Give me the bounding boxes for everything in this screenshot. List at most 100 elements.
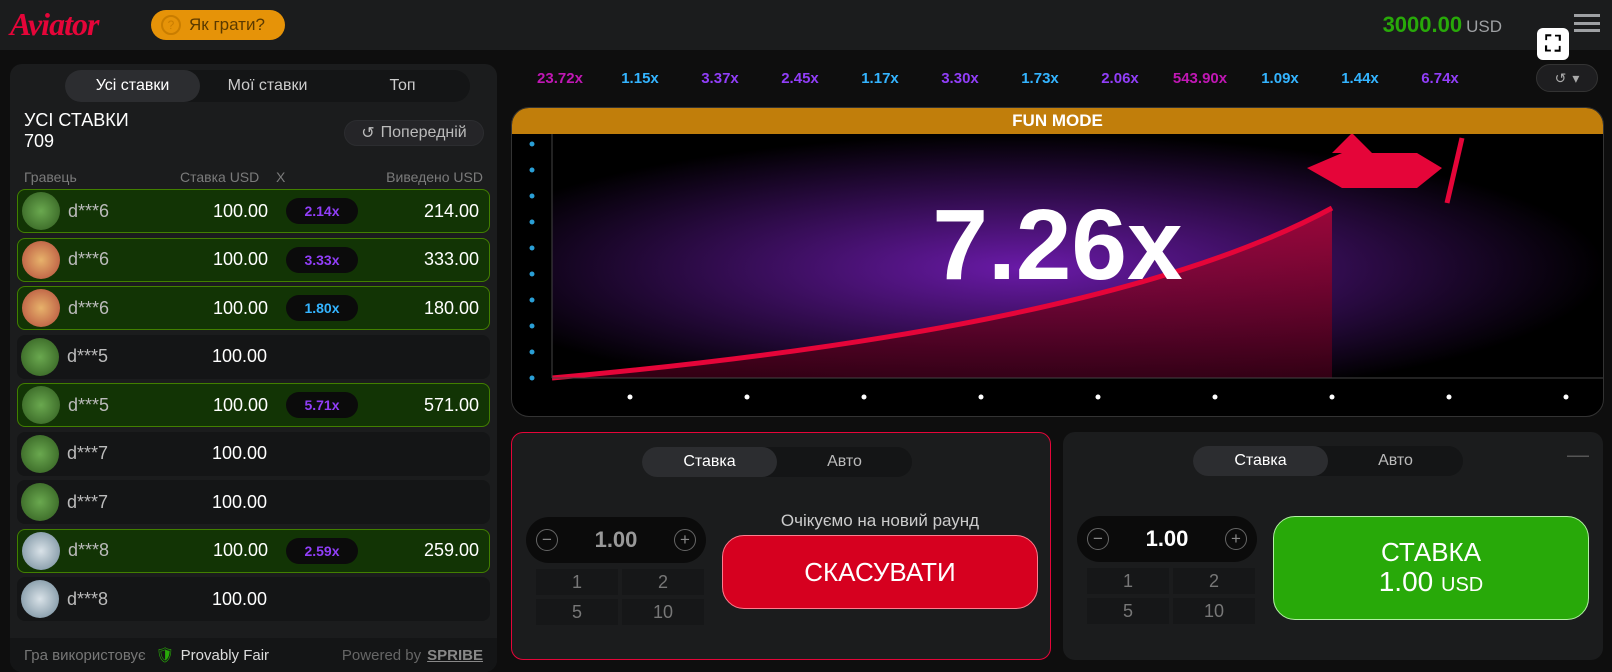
history-multiplier[interactable]: 23.72x: [537, 69, 583, 87]
plus-icon[interactable]: +: [1224, 528, 1247, 550]
table-row: d***6 100.00 3.33x 333.00: [17, 237, 490, 282]
game-canvas: FUN MODE 7.26x: [511, 107, 1604, 417]
x-axis-dot: [1329, 394, 1335, 400]
col-cashout: Виведено USD: [386, 169, 483, 185]
history-multiplier[interactable]: 1.17x: [861, 69, 899, 87]
bet-button-currency: USD: [1441, 573, 1484, 596]
quick-amount[interactable]: 10: [622, 599, 704, 625]
history-multiplier[interactable]: 6.74x: [1421, 69, 1459, 87]
fun-mode-banner: FUN MODE: [512, 108, 1603, 134]
cashout-multiplier: 2.14x: [286, 198, 358, 224]
cashout-multiplier: 1.80x: [286, 295, 358, 321]
tab-all-bets[interactable]: Усі ставки: [65, 70, 200, 102]
quick-amount[interactable]: 2: [1173, 568, 1255, 594]
footer: Гра використовує 🛡 Provably Fair Powered…: [10, 638, 497, 672]
remove-panel-icon[interactable]: —: [1567, 442, 1589, 467]
quick-amounts: 1 2 5 10: [536, 569, 704, 625]
provably-fair-link[interactable]: Provably Fair: [180, 646, 270, 664]
cashout-multiplier: 5.71x: [286, 392, 358, 418]
history-multiplier[interactable]: 1.44x: [1341, 69, 1379, 87]
tab-auto[interactable]: Авто: [827, 453, 862, 470]
y-axis-dot: [529, 271, 535, 277]
bet-amount[interactable]: 1.00: [594, 527, 638, 552]
y-axis-dot: [529, 219, 535, 225]
cancel-button[interactable]: СКАСУВАТИ: [722, 535, 1038, 609]
quick-amount[interactable]: 1: [1087, 568, 1169, 594]
table-row: d***8 100.00 2.59x 259.00: [17, 528, 490, 573]
balance-amount: 3000.00: [1382, 12, 1463, 37]
quick-amount[interactable]: 5: [536, 599, 618, 625]
bet-amount-stepper[interactable]: − 1.00 +: [1077, 516, 1257, 562]
col-bet: Ставка USD: [180, 169, 260, 185]
previous-round-button[interactable]: ↺ Попередній: [344, 120, 484, 146]
avatar: [21, 580, 59, 618]
history-multiplier[interactable]: 2.06x: [1101, 69, 1139, 87]
shield-icon: 🛡: [155, 647, 175, 664]
history-multiplier[interactable]: 1.09x: [1261, 69, 1299, 87]
menu-icon[interactable]: [1574, 14, 1600, 32]
history-multiplier[interactable]: 1.15x: [621, 69, 659, 87]
avatar: [22, 192, 60, 230]
cashout-multiplier: 2.59x: [286, 537, 358, 564]
quick-amounts: 1 2 5 10: [1087, 568, 1255, 624]
previous-label: Попередній: [380, 124, 467, 141]
cashout-amount: 180.00: [423, 297, 479, 318]
tab-auto[interactable]: Авто: [1378, 452, 1413, 469]
bet-amount[interactable]: 1.00: [1145, 526, 1189, 551]
bet-amount: 100.00: [212, 394, 268, 415]
y-axis-dot: [529, 349, 535, 355]
player-name: d***5: [68, 394, 110, 415]
bets-panel: Усі ставки Мої ставки Топ УСІ СТАВКИ 709 …: [10, 64, 497, 672]
minus-icon[interactable]: −: [1087, 528, 1109, 550]
tab-top[interactable]: Топ: [389, 77, 416, 94]
x-axis-dot: [744, 394, 750, 400]
bet-amount-stepper[interactable]: − 1.00 +: [526, 517, 706, 563]
avatar: [22, 240, 60, 279]
player-name: d***6: [68, 249, 110, 269]
y-axis-dot: [529, 193, 535, 199]
history-multiplier[interactable]: 3.37x: [701, 69, 739, 87]
cashout-amount: 571.00: [423, 394, 479, 415]
cashout-amount: 214.00: [423, 200, 479, 221]
quick-amount[interactable]: 2: [622, 569, 704, 595]
bet-mode-tabs: Ставка Авто: [1193, 446, 1463, 476]
x-axis-dot: [1563, 394, 1569, 400]
avatar: [22, 531, 60, 570]
history-multiplier[interactable]: 1.73x: [1021, 69, 1059, 87]
top-bar: Aviator ? Як грати? 3000.00 USD ⛶: [0, 0, 1612, 60]
tab-my-bets[interactable]: Мої ставки: [227, 77, 308, 94]
all-bets-heading: УСІ СТАВКИ 709: [24, 110, 129, 152]
airplane-icon: [1307, 133, 1465, 204]
player-name: d***5: [67, 346, 109, 366]
player-name: d***7: [67, 491, 109, 512]
cashout-amount: 333.00: [423, 249, 479, 269]
plus-icon[interactable]: +: [673, 529, 696, 551]
quick-amount[interactable]: 1: [536, 569, 618, 595]
quick-amount[interactable]: 5: [1087, 598, 1169, 624]
bets-tabs: Усі ставки Мої ставки Топ: [65, 70, 470, 102]
help-icon: ?: [161, 15, 181, 35]
minus-icon[interactable]: −: [536, 529, 558, 551]
tab-bet[interactable]: Ставка: [1193, 446, 1328, 476]
bet-amount: 100.00: [211, 443, 267, 463]
quick-amount[interactable]: 10: [1173, 598, 1255, 624]
history-multiplier[interactable]: 3.30x: [941, 69, 979, 87]
history-dropdown-button[interactable]: ↺ ▾: [1536, 64, 1598, 92]
bet-label: СТАВКА: [1380, 536, 1482, 567]
y-axis-dot: [529, 167, 535, 173]
x-axis-dot: [627, 394, 633, 400]
multiplier-history: 23.72x 1.15x 3.37x 2.45x 1.17x 3.30x 1.73x 2.06…: [520, 64, 1530, 92]
history-icon: ↺: [361, 125, 375, 142]
table-row: d***5 100.00 5.71x 571.00: [17, 383, 490, 427]
table-row: d***5 100.00: [17, 334, 490, 379]
history-multiplier[interactable]: 2.45x: [781, 69, 819, 87]
history-multiplier[interactable]: 543.90x: [1172, 69, 1228, 87]
place-bet-button[interactable]: СТАВКА 1.00 USD: [1273, 516, 1589, 620]
how-to-play-button[interactable]: ? Як грати?: [151, 10, 285, 40]
x-axis-dot: [978, 394, 984, 400]
bet-amount: 100.00: [211, 346, 267, 366]
avatar: [21, 483, 59, 521]
fullscreen-icon[interactable]: ⛶: [1537, 28, 1569, 60]
x-axis-dot: [1095, 394, 1101, 400]
tab-bet[interactable]: Ставка: [642, 447, 777, 477]
